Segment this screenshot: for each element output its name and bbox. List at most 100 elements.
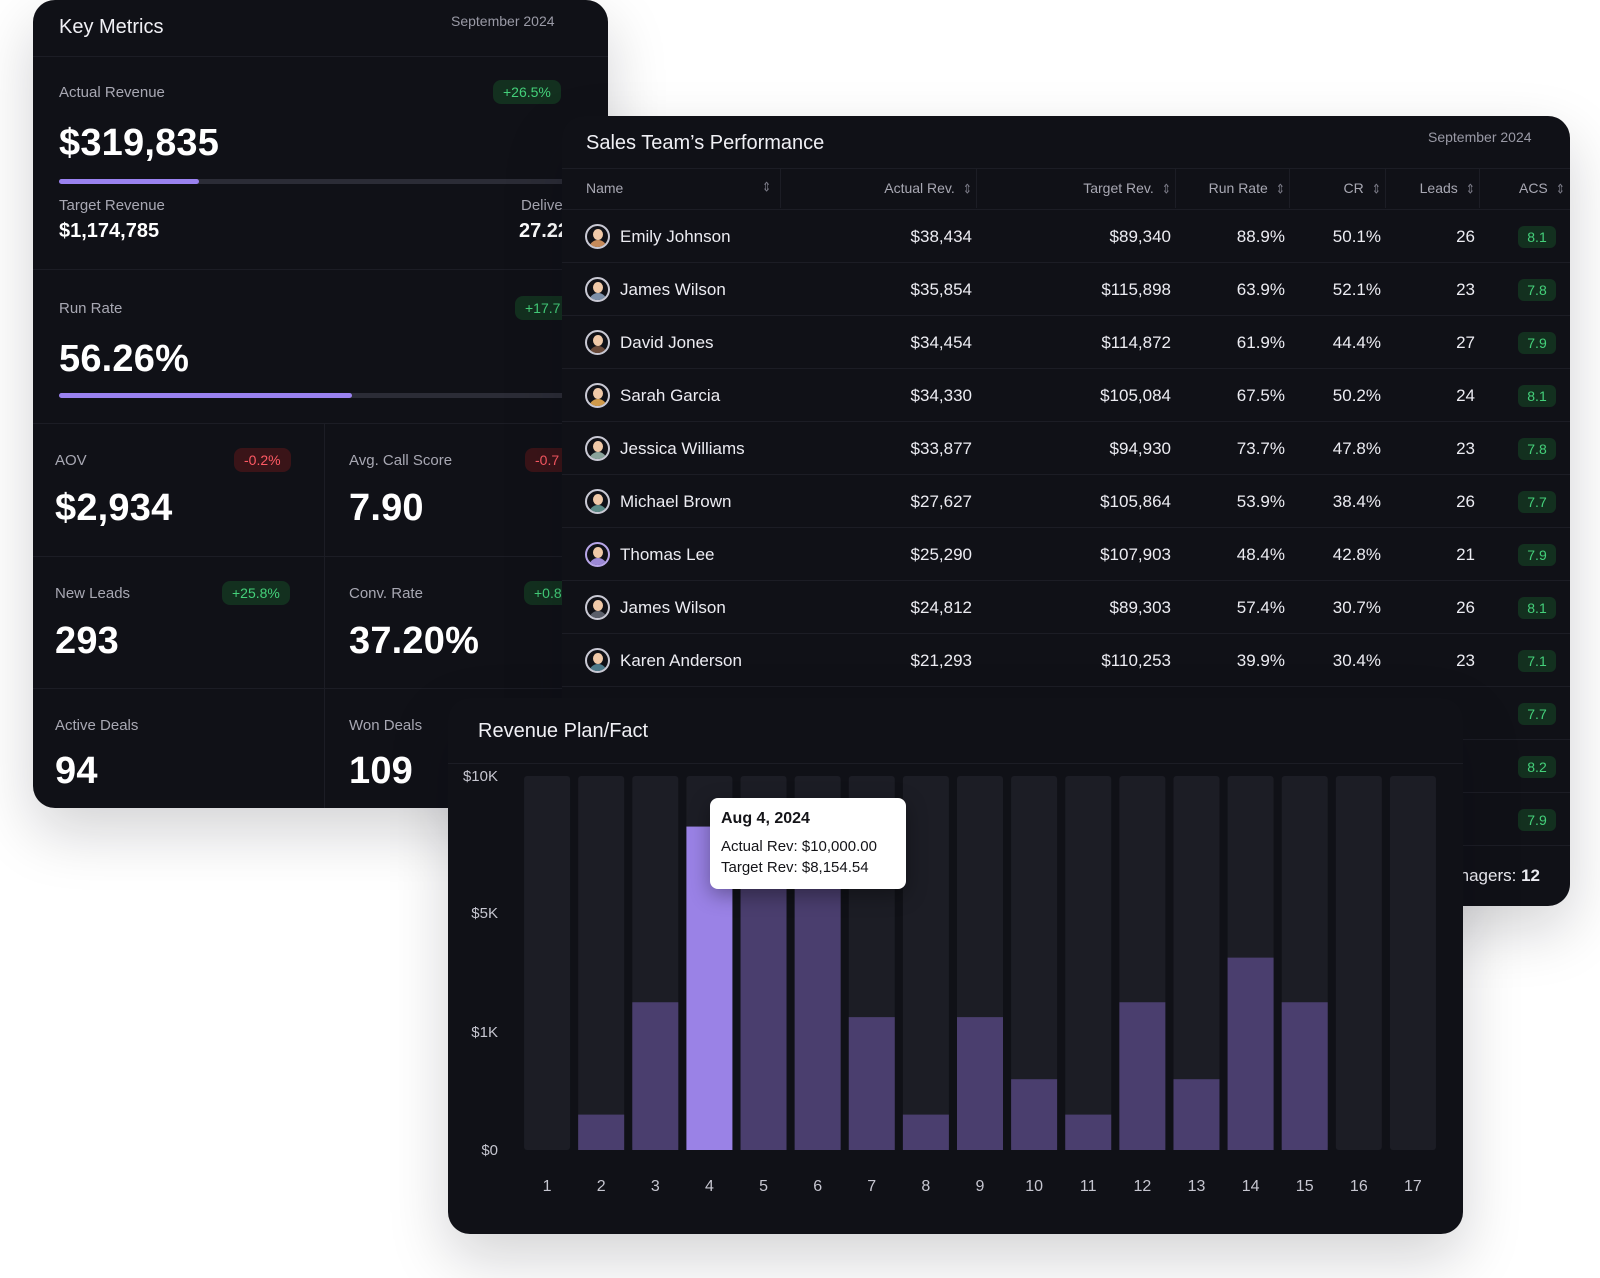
table-row[interactable]: David Jones $34,454 $114,872 61.9% 44.4%… (562, 315, 1570, 368)
actual-bar[interactable] (578, 1114, 625, 1150)
sort-icon[interactable]: ⇕ (1555, 182, 1565, 198)
sort-icon[interactable]: ⇕ (1275, 182, 1285, 198)
cell-run-rate: 53.9% (1236, 492, 1285, 511)
cell-leads: 26 (1456, 227, 1475, 246)
target-bar[interactable] (578, 776, 625, 1150)
x-tick-label: 3 (651, 1178, 660, 1195)
target-bar[interactable] (1011, 776, 1058, 1150)
divider (1175, 168, 1176, 208)
cell-cr: 50.1% (1332, 227, 1381, 246)
column-header-label: Name (586, 180, 624, 196)
actual-bar[interactable] (740, 877, 787, 1150)
run-rate-value: 56.26% (59, 338, 190, 380)
conv-rate-value: 37.20% (349, 620, 480, 662)
cell-actual-rev: $34,330 (910, 386, 972, 405)
actual-bar[interactable] (1281, 1002, 1328, 1150)
actual-bar[interactable] (794, 877, 841, 1150)
cell-cr: 38.4% (1332, 492, 1381, 511)
revenue-chart-title: Revenue Plan/Fact (478, 720, 649, 742)
cell-leads: 24 (1456, 386, 1475, 405)
actual-bar[interactable] (1227, 957, 1274, 1150)
acs-badge: 7.7 (1518, 491, 1556, 513)
new-leads-change-badge: +25.8% (222, 581, 290, 605)
cell-actual-rev: $33,877 (910, 439, 972, 458)
avatar (585, 489, 610, 514)
column-header-label: Actual Rev. (884, 180, 955, 196)
x-tick-label: 8 (921, 1178, 930, 1195)
sort-icon[interactable]: ⇕ (962, 182, 972, 198)
x-tick-label: 13 (1188, 1178, 1206, 1195)
acs-badge: 8.1 (1518, 385, 1556, 407)
actual-bar[interactable] (957, 1017, 1003, 1150)
new-leads-value: 293 (55, 620, 120, 662)
target-bar[interactable] (1389, 776, 1436, 1150)
chart-tooltip: Aug 4, 2024 Actual Rev: $10,000.00 Targe… (710, 798, 906, 889)
cell-cr: 52.1% (1332, 280, 1381, 299)
x-tick-label: 5 (759, 1178, 768, 1195)
table-row[interactable]: James Wilson $24,812 $89,303 57.4% 30.7%… (562, 580, 1570, 633)
table-row[interactable]: Thomas Lee $25,290 $107,903 48.4% 42.8% … (562, 527, 1570, 580)
cell-run-rate: 73.7% (1236, 439, 1285, 458)
column-header-target-rev[interactable]: Target Rev. ⇕ (972, 168, 1171, 208)
target-bar[interactable] (1173, 776, 1220, 1150)
cell-cr: 47.8% (1332, 439, 1381, 458)
actual-bar[interactable] (1011, 1079, 1058, 1150)
acs-badge: 7.9 (1518, 809, 1556, 831)
cell-name: Thomas Lee (620, 545, 715, 564)
actual-bar[interactable] (848, 1017, 895, 1150)
target-bar[interactable] (902, 776, 949, 1150)
table-row[interactable]: James Wilson $35,854 $115,898 63.9% 52.1… (562, 262, 1570, 315)
active-deals-value: 94 (55, 750, 98, 792)
column-header-run-rate[interactable]: Run Rate ⇕ (1171, 168, 1285, 208)
cell-cr: 30.7% (1332, 598, 1381, 617)
x-tick-label: 1 (543, 1178, 552, 1195)
column-header-acs[interactable]: ACS ⇕ (1475, 168, 1565, 208)
cell-name: Michael Brown (620, 492, 732, 511)
sort-icon[interactable]: ⇕ (1161, 182, 1171, 198)
acs-badge: 8.2 (1518, 756, 1556, 778)
target-bar[interactable] (524, 776, 571, 1150)
divider (33, 688, 608, 689)
actual-bar[interactable] (1173, 1079, 1220, 1150)
target-bar[interactable] (1065, 776, 1112, 1150)
tooltip-actual: Actual Rev: $10,000.00 (721, 838, 877, 855)
sort-icon[interactable]: ⇕ (1465, 182, 1475, 198)
sort-icon[interactable]: ⇕ (1371, 182, 1381, 198)
actual-bar[interactable] (902, 1114, 949, 1150)
actual-bar[interactable] (1119, 1002, 1166, 1150)
column-header-cr[interactable]: CR ⇕ (1285, 168, 1381, 208)
avatar (585, 330, 610, 355)
column-header-name[interactable]: Name ⇕ (586, 168, 771, 208)
actual-bar[interactable] (1065, 1114, 1112, 1150)
column-header-label: Leads (1419, 180, 1458, 196)
managers-label: nagers: (1459, 866, 1517, 885)
divider (1479, 168, 1480, 208)
sort-icon[interactable]: ⇕ (762, 180, 772, 196)
cell-run-rate: 67.5% (1236, 386, 1285, 405)
cell-target-rev: $110,253 (1101, 651, 1171, 670)
x-tick-label: 4 (705, 1178, 714, 1195)
cell-run-rate: 61.9% (1236, 333, 1285, 352)
cell-leads: 26 (1456, 492, 1475, 511)
acs-badge: 7.1 (1518, 650, 1556, 672)
table-row[interactable]: Jessica Williams $33,877 $94,930 73.7% 4… (562, 421, 1570, 474)
cell-actual-rev: $35,854 (910, 280, 972, 299)
cell-name: Sarah Garcia (620, 386, 721, 405)
table-row[interactable]: Sarah Garcia $34,330 $105,084 67.5% 50.2… (562, 368, 1570, 421)
acs-badge: 7.9 (1518, 332, 1556, 354)
run-rate-change-badge: +17.7 (515, 296, 571, 320)
acs-badge: 8.1 (1518, 226, 1556, 248)
cell-leads: 26 (1456, 598, 1475, 617)
table-row[interactable]: Karen Anderson $21,293 $110,253 39.9% 30… (562, 633, 1570, 686)
actual-bar[interactable] (632, 1002, 679, 1150)
actual-revenue-change-badge: +26.5% (493, 80, 561, 104)
table-row[interactable]: Michael Brown $27,627 $105,864 53.9% 38.… (562, 474, 1570, 527)
sales-team-title: Sales Team’s Performance (586, 132, 825, 154)
active-deals-label: Active Deals (55, 717, 139, 734)
table-row[interactable]: Emily Johnson $38,434 $89,340 88.9% 50.1… (562, 209, 1570, 262)
column-header-actual-rev[interactable]: Actual Rev. ⇕ (782, 168, 972, 208)
cell-actual-rev: $27,627 (910, 492, 972, 511)
managers-value: 12 (1521, 866, 1540, 885)
target-bar[interactable] (1335, 776, 1382, 1150)
column-header-leads[interactable]: Leads ⇕ (1381, 168, 1475, 208)
